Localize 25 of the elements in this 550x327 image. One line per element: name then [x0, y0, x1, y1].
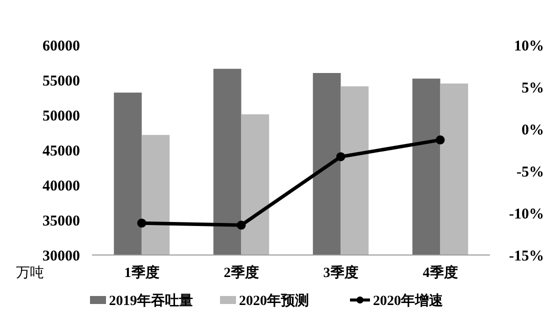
- legend-label: 2020年预测: [239, 292, 309, 309]
- x-tick-label: 3季度: [323, 264, 358, 281]
- y-tick-label: 30000: [42, 248, 80, 264]
- x-tick-label: 4季度: [422, 264, 458, 281]
- y-axis-title: 万吨: [16, 265, 44, 281]
- y-tick-label: 55000: [42, 73, 80, 90]
- x-tick-label: 1季度: [124, 264, 160, 281]
- y2-tick-label: -5%: [516, 164, 544, 180]
- y2-tick-label: 5%: [522, 80, 544, 96]
- y2-tick-label: -10%: [509, 206, 544, 222]
- y-tick-label: 60000: [42, 38, 80, 54]
- legend-label: 2019年吞吐量: [109, 292, 193, 309]
- y2-tick-label: 10%: [514, 38, 544, 54]
- point: [137, 218, 146, 228]
- y2-tick-label: 0%: [522, 122, 544, 138]
- point: [436, 135, 445, 144]
- y-tick-label: 35000: [42, 213, 80, 230]
- point: [336, 152, 346, 162]
- point: [236, 220, 246, 230]
- y-tick-label: 40000: [42, 178, 80, 194]
- y2-tick-label: -15%: [509, 248, 544, 264]
- y-tick-label: 50000: [42, 108, 80, 124]
- legend-label: 2020年增速: [373, 292, 444, 309]
- y-tick-label: 45000: [42, 143, 80, 160]
- x-tick-label: 2季度: [224, 264, 259, 281]
